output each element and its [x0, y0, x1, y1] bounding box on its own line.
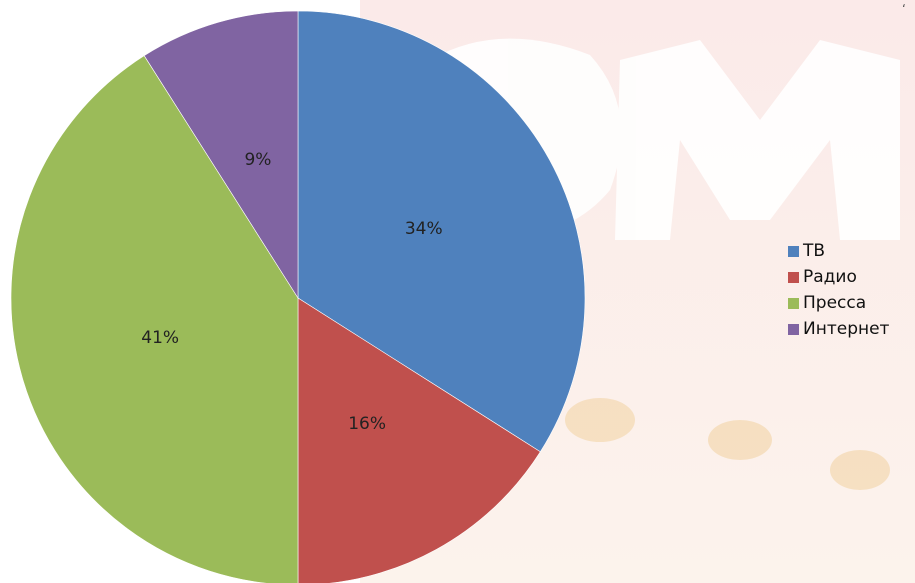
legend-label: Интернет	[803, 319, 890, 339]
legend-swatch	[788, 271, 799, 283]
legend-label: ТВ	[803, 241, 826, 261]
legend-item-press: Пресса	[788, 290, 889, 316]
legend-label: Пресса	[803, 293, 867, 313]
pie-slice-tv	[297, 10, 586, 453]
legend-item-internet: Интернет	[788, 316, 889, 342]
legend-swatch	[788, 323, 799, 335]
legend-item-radio: Радио	[788, 264, 889, 290]
pie-slice-radio	[297, 297, 541, 583]
chart-legend: ТВ Радио Пресса Интернет	[788, 238, 889, 342]
slice-label-radio: 16%	[348, 414, 386, 434]
pie-slice-press	[10, 55, 299, 583]
pie-slice-internet	[143, 10, 299, 300]
slice-label-press: 41%	[141, 328, 179, 348]
slice-label-tv: 34%	[405, 219, 443, 239]
corner-mark: ʻ	[902, 2, 906, 16]
legend-swatch	[788, 297, 799, 309]
legend-label: Радио	[803, 267, 857, 287]
legend-swatch	[788, 245, 799, 257]
legend-item-tv: ТВ	[788, 238, 889, 264]
slice-label-internet: 9%	[244, 150, 271, 170]
